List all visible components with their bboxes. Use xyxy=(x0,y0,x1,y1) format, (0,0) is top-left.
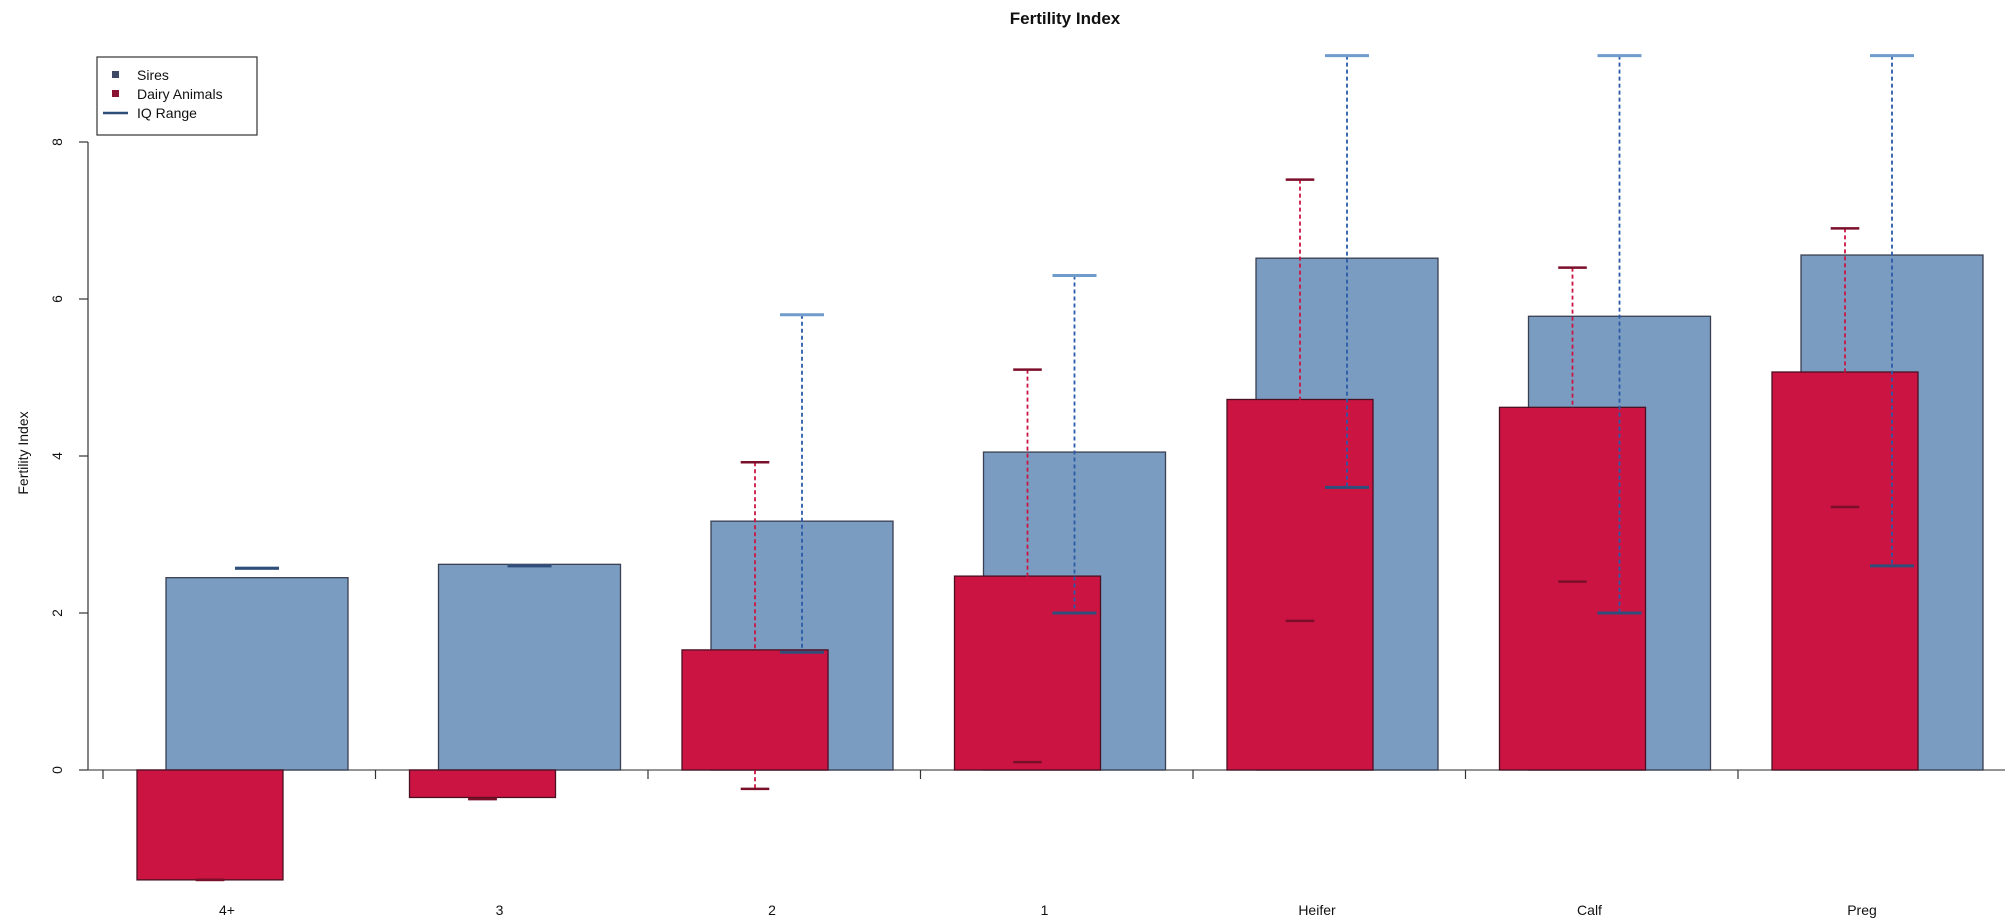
x-category-label: Preg xyxy=(1847,902,1877,918)
legend-swatch xyxy=(112,71,119,78)
dairy-bar xyxy=(1498,406,1647,771)
dairy-bar xyxy=(136,769,284,881)
y-axis-label: Fertility Index xyxy=(15,411,31,494)
dairy-bar xyxy=(1771,371,1919,771)
sires-bar xyxy=(437,563,622,771)
chart-title: Fertility Index xyxy=(1010,9,1121,28)
legend-box xyxy=(96,56,258,136)
y-tick-label: 2 xyxy=(49,609,65,617)
plot-area: 0 2 4 6 8 4+ 3 2 1 Heifer Calf Preg xyxy=(49,54,2005,918)
x-category-label: 1 xyxy=(1041,902,1049,918)
legend-label: IQ Range xyxy=(137,105,197,121)
legend-label: Sires xyxy=(137,67,169,83)
x-category-label: 4+ xyxy=(219,902,235,918)
sires-bar xyxy=(165,577,349,771)
x-category-label: 3 xyxy=(496,902,504,918)
legend: Sires Dairy Animals IQ Range xyxy=(96,56,258,136)
y-tick-label: 0 xyxy=(49,766,65,774)
legend-label: Dairy Animals xyxy=(137,86,223,102)
dairy-bar xyxy=(408,769,557,799)
y-tick-label: 6 xyxy=(49,295,65,303)
legend-swatch xyxy=(112,90,119,97)
x-category-label: 2 xyxy=(768,902,776,918)
x-category-label: Calf xyxy=(1577,902,1602,918)
y-tick-label: 4 xyxy=(49,452,65,460)
y-tick-label: 8 xyxy=(49,138,65,146)
x-category-label: Heifer xyxy=(1298,902,1336,918)
